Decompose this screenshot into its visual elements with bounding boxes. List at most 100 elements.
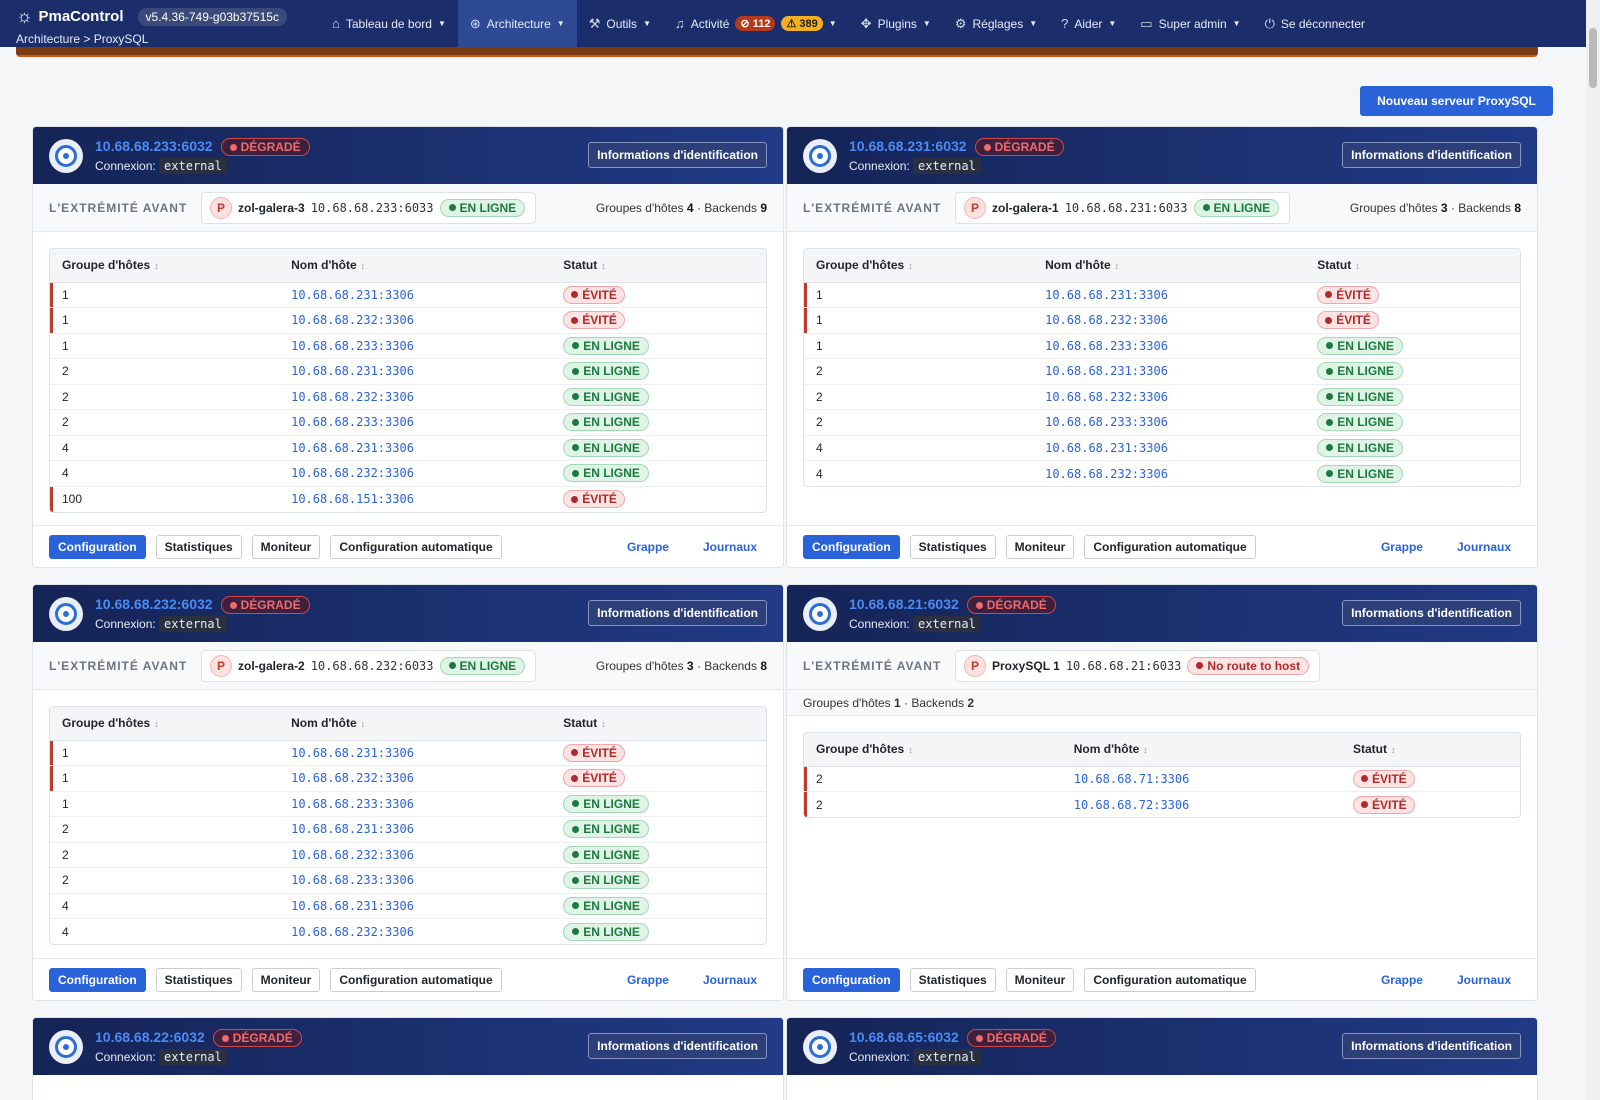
cluster-link[interactable]: Grappe	[1380, 539, 1423, 554]
logs-link[interactable]: Journaux	[702, 539, 757, 554]
sort-icon[interactable]: ↕	[908, 261, 913, 272]
sort-icon[interactable]: ↕	[1114, 261, 1120, 272]
auto-configuration-button[interactable]: Configuration automatique	[1084, 967, 1256, 992]
server-address-link[interactable]: 10.68.68.231:6032	[849, 137, 967, 154]
scrollbar-thumb[interactable]	[1589, 28, 1597, 88]
hostname-link[interactable]: 10.68.68.232:3306	[1045, 313, 1168, 328]
hostname-link[interactable]: 10.68.68.233:3306	[291, 338, 414, 353]
identification-button[interactable]: Informations d'identification	[1342, 600, 1521, 626]
hostname-link[interactable]: 10.68.68.72:3306	[1073, 797, 1190, 812]
hostname-link[interactable]: 10.68.68.233:3306	[291, 873, 414, 888]
hostname-column-header[interactable]: Nom d'hôte ↕	[279, 249, 552, 283]
hostname-link[interactable]: 10.68.68.232:3306	[291, 389, 414, 404]
hostname-link[interactable]: 10.68.68.233:3306	[291, 796, 414, 811]
cluster-link[interactable]: Grappe	[626, 972, 669, 987]
configuration-button[interactable]: Configuration	[803, 967, 900, 992]
statistics-button[interactable]: Statistiques	[155, 967, 242, 992]
hostname-link[interactable]: 10.68.68.232:3306	[291, 313, 414, 328]
sort-icon[interactable]: ↕	[1390, 745, 1396, 756]
hostname-link[interactable]: 10.68.68.231:3306	[1045, 364, 1168, 379]
status-column-header[interactable]: Statut ↕	[1305, 249, 1520, 283]
brand-name[interactable]: PmaControl	[38, 8, 124, 25]
cluster-link[interactable]: Grappe	[626, 539, 669, 554]
sort-icon[interactable]: ↕	[1143, 745, 1148, 756]
hostgroup-column-header[interactable]: Groupe d'hôtes ↕	[804, 249, 1034, 283]
server-address-link[interactable]: 10.68.68.233:6032	[95, 137, 213, 154]
status-column-header[interactable]: Statut ↕	[551, 249, 766, 283]
logs-link[interactable]: Journaux	[1456, 539, 1511, 554]
hostname-link[interactable]: 10.68.68.231:3306	[291, 822, 414, 837]
configuration-button[interactable]: Configuration	[49, 967, 146, 992]
hostname-column-header[interactable]: Nom d'hôte ↕	[279, 707, 552, 741]
sort-icon[interactable]: ↕	[1355, 261, 1360, 272]
hostname-link[interactable]: 10.68.68.231:3306	[291, 898, 414, 913]
statistics-button[interactable]: Statistiques	[909, 534, 996, 559]
hostgroup-column-header[interactable]: Groupe d'hôtes ↕	[50, 249, 280, 283]
auto-configuration-button[interactable]: Configuration automatique	[330, 967, 502, 992]
nav-activity[interactable]: ♫ Activité ⊘ 112 ⚠ 389 ▼	[663, 0, 849, 47]
server-address-link[interactable]: 10.68.68.65:6032	[849, 1028, 959, 1045]
logs-link[interactable]: Journaux	[1456, 972, 1511, 987]
logs-link[interactable]: Journaux	[702, 972, 757, 987]
hostname-link[interactable]: 10.68.68.231:3306	[1045, 440, 1168, 455]
nav-super-admin[interactable]: ▭ Super admin ▼	[1128, 0, 1252, 47]
auto-configuration-button[interactable]: Configuration automatique	[1084, 534, 1256, 559]
identification-button[interactable]: Informations d'identification	[1342, 1033, 1521, 1059]
cluster-link[interactable]: Grappe	[1380, 972, 1423, 987]
sort-icon[interactable]: ↕	[360, 719, 366, 730]
monitor-button[interactable]: Moniteur	[1005, 967, 1075, 992]
hostname-link[interactable]: 10.68.68.233:3306	[291, 415, 414, 430]
hostgroup-column-header[interactable]: Groupe d'hôtes ↕	[804, 733, 1062, 767]
hostname-link[interactable]: 10.68.68.232:3306	[291, 847, 414, 862]
hostname-link[interactable]: 10.68.68.231:3306	[291, 287, 414, 302]
hostname-column-header[interactable]: Nom d'hôte ↕	[1061, 733, 1341, 767]
warning-alerts-badge[interactable]: ⚠ 389	[781, 16, 823, 31]
hostname-link[interactable]: 10.68.68.151:3306	[291, 492, 414, 506]
hostname-link[interactable]: 10.68.68.233:3306	[1045, 415, 1168, 430]
sort-icon[interactable]: ↕	[360, 261, 366, 272]
sort-icon[interactable]: ↕	[154, 261, 159, 272]
server-address-link[interactable]: 10.68.68.21:6032	[849, 595, 959, 612]
nav-help[interactable]: ? Aider ▼	[1049, 0, 1128, 47]
hostgroup-column-header[interactable]: Groupe d'hôtes ↕	[50, 707, 280, 741]
hostname-link[interactable]: 10.68.68.71:3306	[1073, 771, 1190, 786]
hostname-link[interactable]: 10.68.68.232:3306	[291, 771, 414, 786]
hostname-link[interactable]: 10.68.68.231:3306	[291, 745, 414, 760]
server-address-link[interactable]: 10.68.68.232:6032	[95, 595, 213, 612]
hostname-link[interactable]: 10.68.68.232:3306	[291, 924, 414, 939]
sort-icon[interactable]: ↕	[601, 719, 606, 730]
status-column-header[interactable]: Statut ↕	[1340, 733, 1520, 767]
monitor-button[interactable]: Moniteur	[251, 534, 321, 559]
hostname-column-header[interactable]: Nom d'hôte ↕	[1033, 249, 1306, 283]
nav-plugins[interactable]: ✥ Plugins ▼	[849, 0, 943, 47]
identification-button[interactable]: Informations d'identification	[588, 142, 767, 168]
hostname-link[interactable]: 10.68.68.231:3306	[1045, 287, 1168, 302]
page-scrollbar[interactable]	[1586, 0, 1600, 1100]
hostname-link[interactable]: 10.68.68.231:3306	[291, 440, 414, 455]
nav-logout[interactable]: ⏻ Se déconnecter	[1253, 0, 1377, 47]
server-address-link[interactable]: 10.68.68.22:6032	[95, 1028, 205, 1045]
sort-icon[interactable]: ↕	[908, 745, 913, 756]
sort-icon[interactable]: ↕	[601, 261, 606, 272]
configuration-button[interactable]: Configuration	[803, 534, 900, 559]
sort-icon[interactable]: ↕	[154, 719, 159, 730]
hostname-link[interactable]: 10.68.68.232:3306	[1045, 389, 1168, 404]
hostname-link[interactable]: 10.68.68.232:3306	[291, 466, 414, 481]
monitor-button[interactable]: Moniteur	[1005, 534, 1075, 559]
monitor-button[interactable]: Moniteur	[251, 967, 321, 992]
statistics-button[interactable]: Statistiques	[155, 534, 242, 559]
identification-button[interactable]: Informations d'identification	[588, 600, 767, 626]
configuration-button[interactable]: Configuration	[49, 534, 146, 559]
hostname-link[interactable]: 10.68.68.232:3306	[1045, 466, 1168, 481]
hostname-link[interactable]: 10.68.68.231:3306	[291, 364, 414, 379]
statistics-button[interactable]: Statistiques	[909, 967, 996, 992]
identification-button[interactable]: Informations d'identification	[588, 1033, 767, 1059]
new-proxysql-server-button[interactable]: Nouveau serveur ProxySQL	[1360, 86, 1553, 116]
nav-architecture[interactable]: ⊛ Architecture ▼	[457, 0, 577, 47]
nav-dashboard[interactable]: ⌂ Tableau de bord ▼	[320, 0, 458, 47]
nav-settings[interactable]: ⚙ Réglages ▼	[943, 0, 1049, 47]
hostname-link[interactable]: 10.68.68.233:3306	[1045, 338, 1168, 353]
critical-alerts-badge[interactable]: ⊘ 112	[735, 16, 776, 31]
status-column-header[interactable]: Statut ↕	[551, 707, 766, 741]
auto-configuration-button[interactable]: Configuration automatique	[330, 534, 502, 559]
